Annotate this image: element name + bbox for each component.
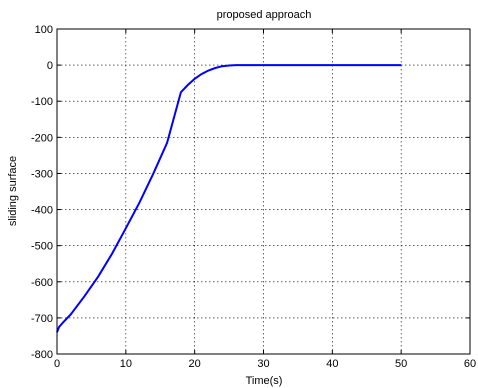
y-tick-label: -300 bbox=[31, 168, 53, 180]
x-tick-label: 40 bbox=[326, 358, 338, 370]
y-tick-label: -100 bbox=[31, 96, 53, 108]
x-tick-label: 20 bbox=[189, 358, 201, 370]
x-tick-label: 10 bbox=[120, 358, 132, 370]
y-tick-label: 0 bbox=[47, 60, 53, 72]
x-tick-label: 0 bbox=[54, 358, 60, 370]
y-tick-label: 100 bbox=[35, 24, 53, 36]
y-axis-label: sliding surface bbox=[7, 156, 19, 226]
series-line bbox=[56, 64, 402, 333]
grid bbox=[57, 29, 470, 354]
x-tick-label: 50 bbox=[395, 358, 407, 370]
y-tick-label: -800 bbox=[31, 349, 53, 361]
axis-ticks: 0 10 20 30 40 50 60 100 0 -100 -200 -300 -400 -500 -60… bbox=[31, 24, 476, 370]
y-tick-label: -600 bbox=[31, 277, 53, 289]
x-axis-label: Time(s) bbox=[246, 375, 283, 387]
series-layer bbox=[56, 64, 402, 333]
y-tick-label: -200 bbox=[31, 132, 53, 144]
y-tick-label: -400 bbox=[31, 205, 53, 217]
x-tick-label: 30 bbox=[257, 358, 269, 370]
chart-title: proposed approach bbox=[217, 9, 312, 21]
x-tick-label: 60 bbox=[464, 358, 476, 370]
y-tick-label: -500 bbox=[31, 241, 53, 253]
y-tick-label: -700 bbox=[31, 313, 53, 325]
